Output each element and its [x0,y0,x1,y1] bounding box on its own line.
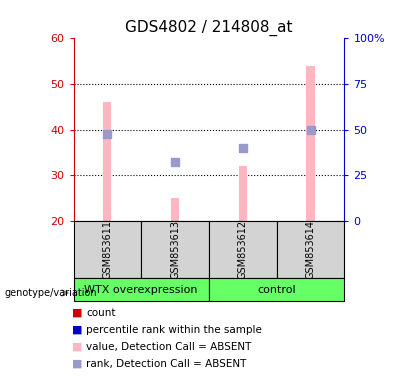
Point [104,131,111,137]
Text: ■: ■ [73,359,83,369]
Bar [103,102,111,221]
Text: GSM853611: GSM853611 [102,220,113,279]
Bar [141,221,209,278]
Bar [74,221,141,278]
Title: GDS4802 / 214808_at: GDS4802 / 214808_at [125,20,293,36]
Text: value, Detection Call = ABSENT: value, Detection Call = ABSENT [86,342,252,352]
Text: ■: ■ [73,342,83,352]
Text: GSM853614: GSM853614 [305,220,315,279]
Text: rank, Detection Call = ABSENT: rank, Detection Call = ABSENT [86,359,247,369]
Text: ■: ■ [73,325,83,335]
Point [307,126,314,132]
Text: count: count [86,308,116,318]
Text: percentile rank within the sample: percentile rank within the sample [86,325,262,335]
Bar [239,166,247,221]
Text: ■: ■ [73,308,83,318]
Text: genotype/variation: genotype/variation [4,288,97,298]
Text: GSM853612: GSM853612 [238,220,248,279]
Bar [277,221,344,278]
Text: GSM853613: GSM853613 [170,220,180,279]
Point [172,159,178,165]
Text: control: control [257,285,296,295]
Bar [171,198,179,221]
Bar [209,278,344,301]
Point [239,145,246,151]
Text: WTX overexpression: WTX overexpression [84,285,198,295]
Bar [74,278,209,301]
Bar [307,66,315,221]
Bar [209,221,277,278]
